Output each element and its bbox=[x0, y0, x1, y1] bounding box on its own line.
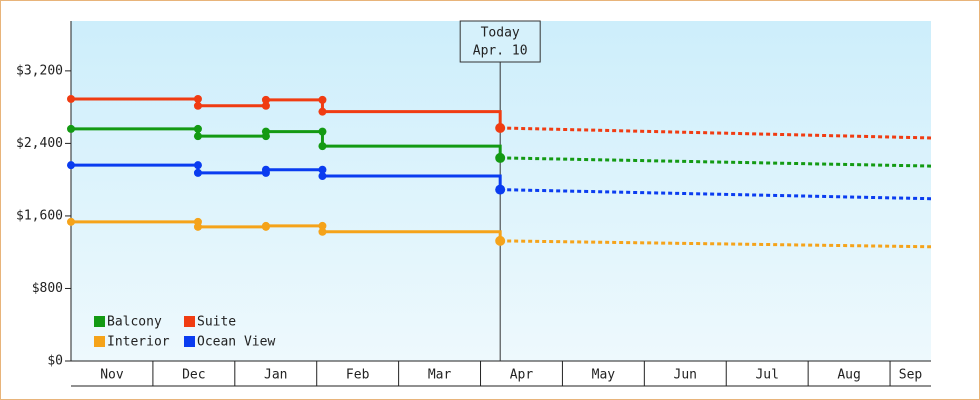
forecast-line bbox=[500, 239, 932, 249]
legend-label: Balcony bbox=[107, 315, 162, 330]
y-tick-label: $1,600 bbox=[16, 208, 63, 223]
x-tick-label: Mar bbox=[428, 368, 452, 383]
y-tick-label: $0 bbox=[47, 354, 63, 369]
point-marker bbox=[318, 107, 327, 116]
today-box bbox=[459, 20, 541, 63]
point-marker bbox=[495, 122, 506, 133]
point-marker bbox=[193, 124, 202, 133]
x-tick-label: Apr bbox=[510, 368, 534, 383]
point-marker bbox=[495, 235, 506, 246]
x-tick-label: Feb bbox=[346, 368, 370, 383]
x-tick-label: Dec bbox=[182, 368, 205, 383]
point-marker bbox=[261, 221, 270, 230]
point-marker bbox=[318, 172, 327, 181]
point-marker bbox=[67, 217, 75, 226]
point-marker bbox=[261, 95, 270, 104]
legend-swatch bbox=[184, 316, 195, 327]
point-marker bbox=[67, 124, 75, 133]
x-tick-label: Jul bbox=[755, 368, 778, 383]
forecast-line bbox=[500, 188, 932, 201]
point-marker bbox=[193, 132, 202, 141]
point-marker bbox=[318, 227, 327, 236]
x-tick-label: Jun bbox=[674, 368, 697, 383]
today-date: Apr. 10 bbox=[473, 44, 528, 59]
forecast-line bbox=[500, 156, 932, 168]
point-marker bbox=[261, 101, 270, 110]
point-marker bbox=[495, 184, 506, 195]
point-marker bbox=[495, 152, 506, 163]
y-tick-label: $2,400 bbox=[16, 136, 63, 151]
point-marker bbox=[193, 161, 202, 170]
y-tick-label: $3,200 bbox=[16, 63, 63, 78]
x-tick-label: Sep bbox=[899, 368, 923, 383]
point-marker bbox=[193, 101, 202, 110]
point-marker bbox=[318, 165, 327, 174]
point-marker bbox=[193, 222, 202, 231]
point-marker bbox=[318, 142, 327, 151]
x-tick-label: Aug bbox=[837, 368, 860, 383]
x-tick-label: May bbox=[592, 368, 616, 383]
point-marker bbox=[193, 94, 202, 103]
point-marker bbox=[193, 168, 202, 177]
legend-label: Interior bbox=[107, 335, 170, 350]
legend-label: Suite bbox=[197, 315, 236, 330]
point-marker bbox=[261, 127, 270, 136]
point-marker bbox=[318, 127, 327, 136]
legend-swatch bbox=[94, 316, 105, 327]
point-marker bbox=[67, 94, 75, 103]
legend-label: Ocean View bbox=[197, 335, 275, 350]
point-marker bbox=[67, 161, 75, 170]
point-marker bbox=[261, 165, 270, 174]
legend-swatch bbox=[94, 336, 105, 347]
point-marker bbox=[318, 95, 327, 104]
x-tick-label: Nov bbox=[100, 368, 124, 383]
legend-swatch bbox=[184, 336, 195, 347]
forecast-line bbox=[500, 126, 932, 140]
y-tick-label: $800 bbox=[32, 281, 63, 296]
point-marker bbox=[318, 221, 327, 230]
x-tick-label: Jan bbox=[264, 368, 287, 383]
today-title: Today bbox=[481, 26, 520, 41]
